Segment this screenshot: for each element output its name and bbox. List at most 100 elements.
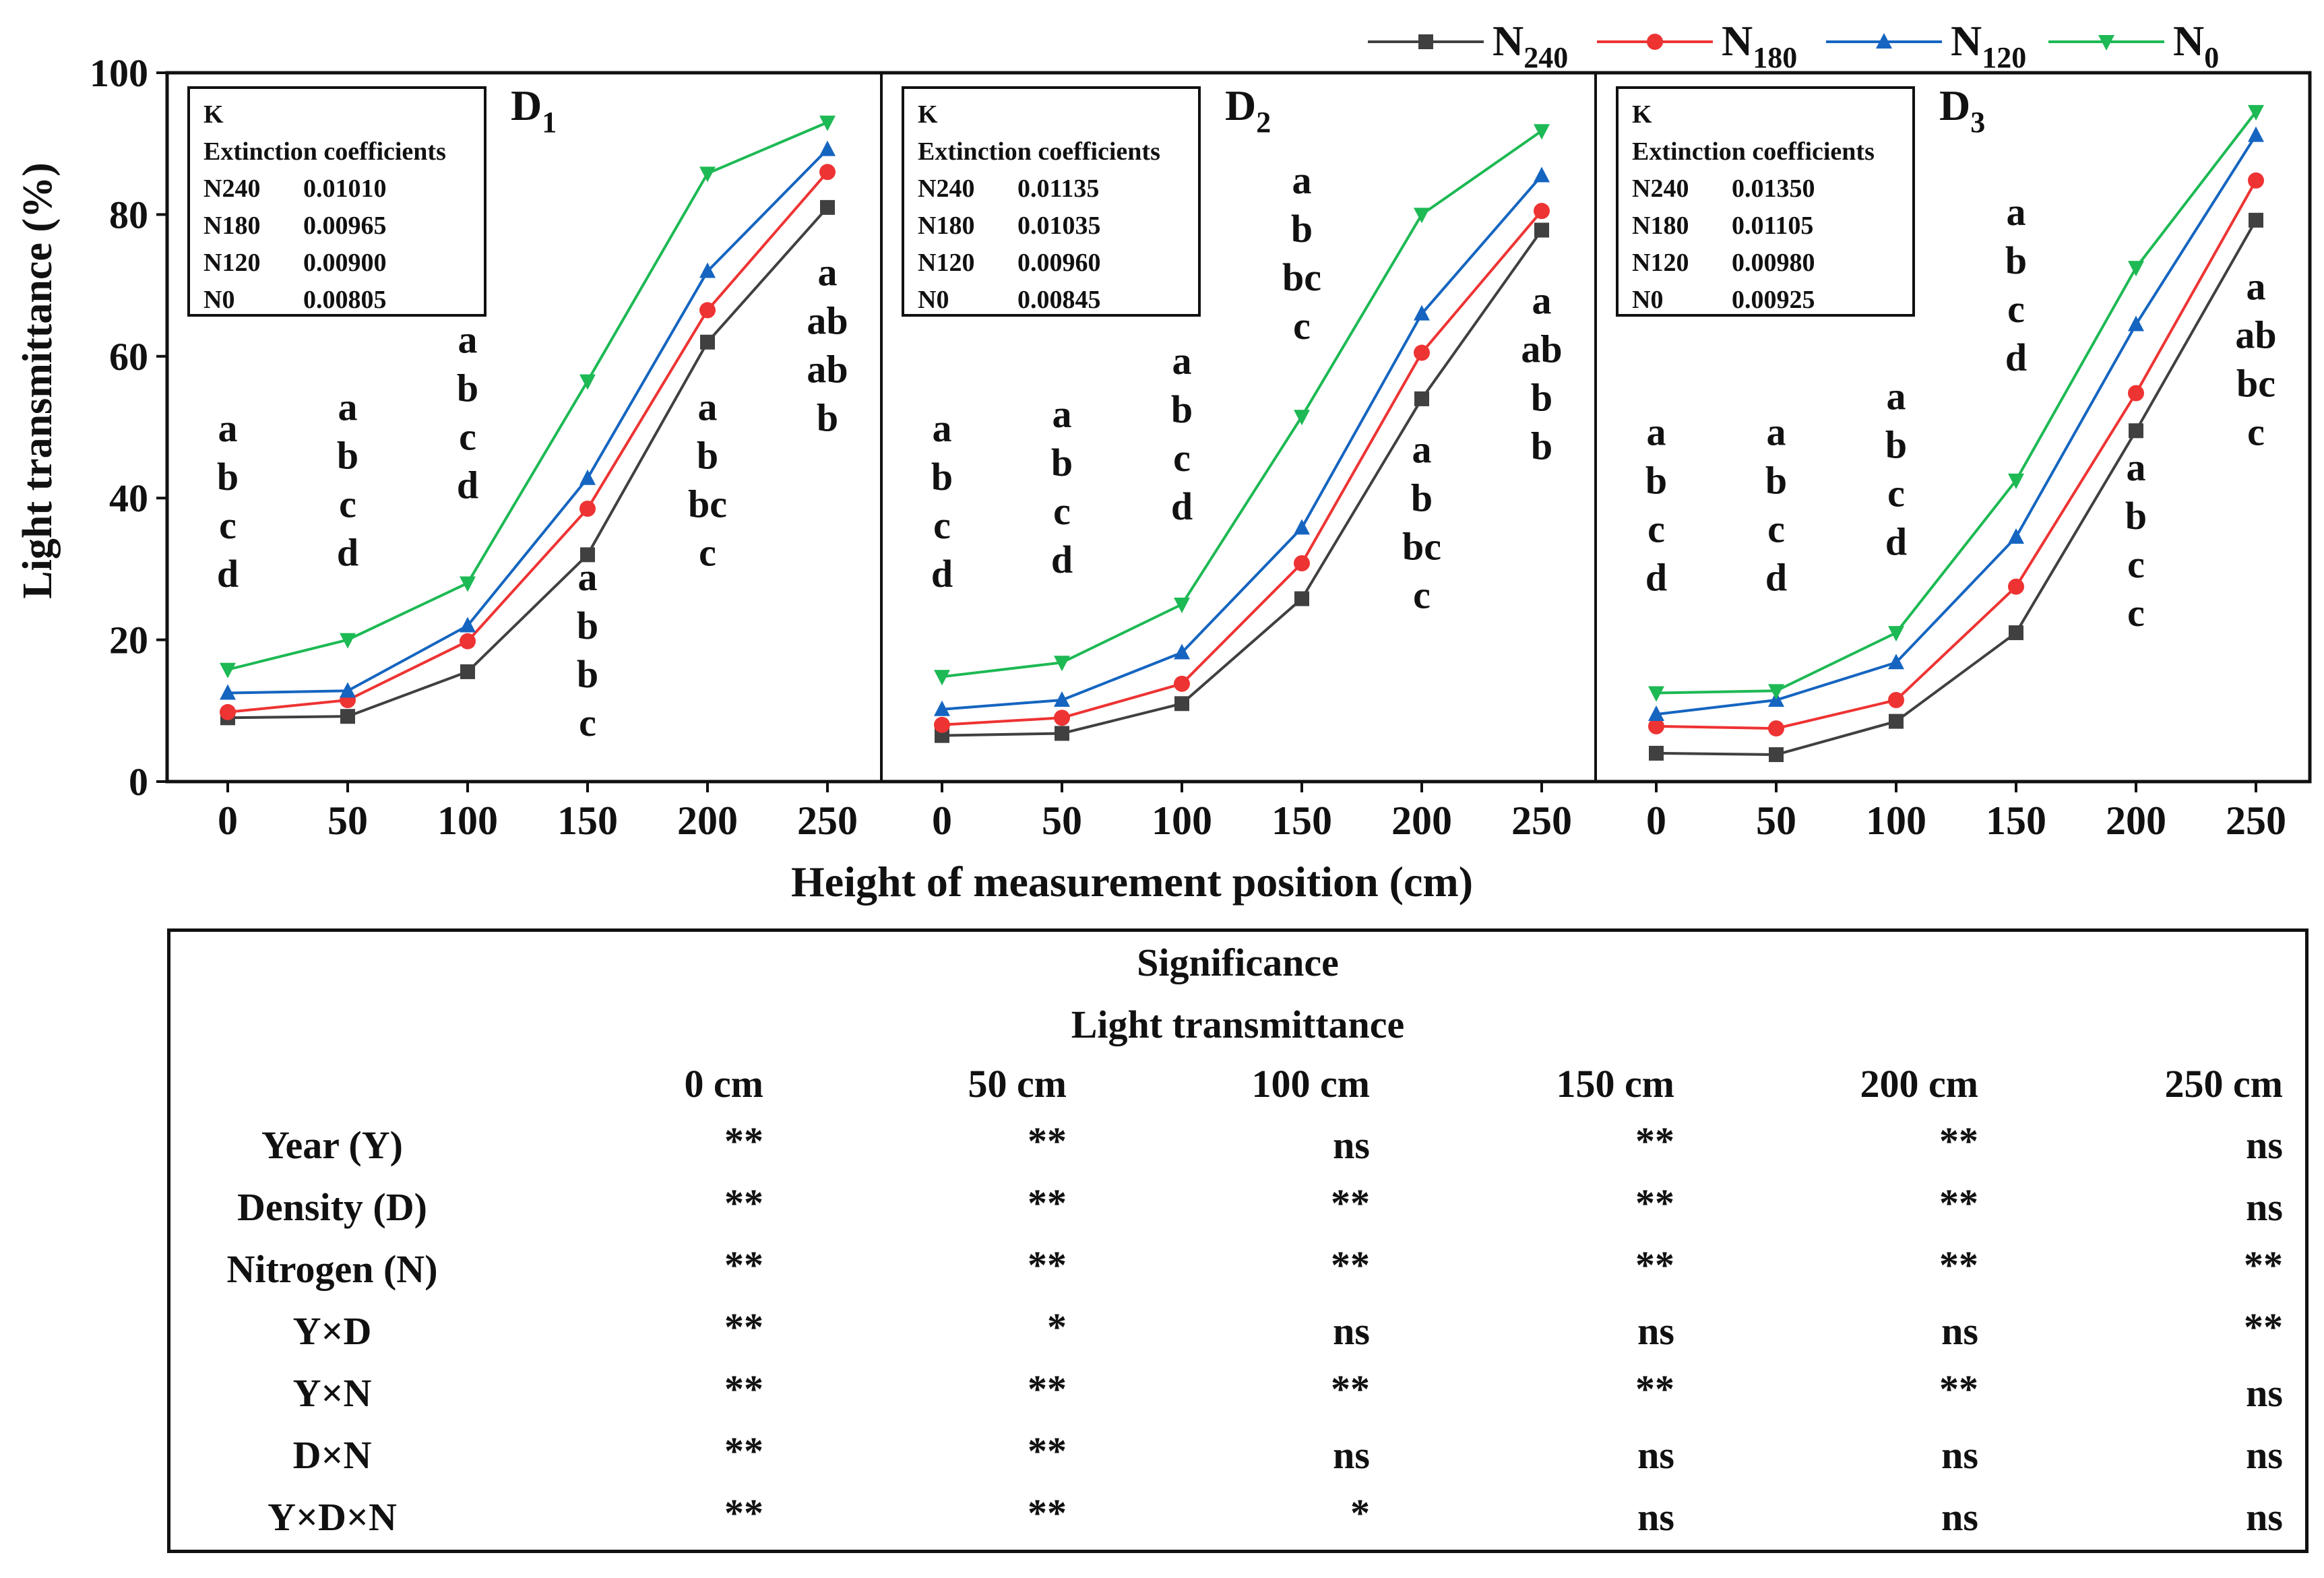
significance-column-header: 250 cm: [2164, 1062, 2283, 1106]
x-tick-label: 50: [1756, 798, 1796, 843]
letter-label: c: [339, 482, 356, 526]
letter-label: c: [933, 503, 951, 547]
coefficient-box-title: Extinction coefficients: [203, 137, 446, 166]
letter-label: c: [2247, 410, 2265, 454]
series-n240: [935, 222, 1549, 743]
data-point: [1054, 691, 1070, 707]
significance-value: **: [1635, 1119, 1674, 1163]
data-point: [699, 302, 716, 319]
letter-label: a: [2247, 265, 2266, 309]
letter-label: bc: [2236, 362, 2275, 406]
coefficient-value: 0.01135: [1017, 175, 1099, 203]
letter-label: c: [699, 530, 716, 574]
data-point: [2009, 625, 2023, 641]
y-tick-label: 40: [109, 476, 148, 520]
coefficient-value: 0.00845: [1017, 286, 1101, 314]
series-n240: [1649, 212, 2263, 763]
significance-value: ns: [1941, 1433, 1978, 1477]
significance-value: **: [1028, 1119, 1067, 1163]
coefficient-label: N180: [203, 212, 260, 240]
data-point: [340, 682, 356, 698]
significance-value: **: [2244, 1305, 2283, 1349]
data-point: [460, 576, 476, 592]
significance-value: **: [1028, 1367, 1067, 1411]
letter-label: bc: [1402, 525, 1441, 569]
x-tick-label: 250: [1511, 798, 1572, 843]
x-tick-label: 200: [677, 798, 738, 843]
significance-row-label: Nitrogen (N): [226, 1247, 438, 1291]
significance-value: ns: [2246, 1185, 2283, 1229]
significance-value: **: [1331, 1181, 1370, 1225]
data-point: [1888, 654, 1904, 670]
coefficient-box-header: K: [1632, 100, 1652, 129]
data-point: [460, 617, 476, 633]
letter-label: a: [1172, 339, 1192, 383]
data-point: [2128, 385, 2144, 402]
coefficient-label: N240: [1632, 175, 1689, 203]
coefficient-value: 0.00960: [1017, 249, 1101, 277]
data-point: [460, 664, 475, 679]
x-tick-label: 250: [797, 798, 858, 843]
letter-label: c: [1767, 507, 1785, 550]
data-point: [2128, 261, 2144, 277]
significance-value: ns: [2246, 1433, 2283, 1477]
letter-label: b: [2005, 239, 2027, 282]
data-point: [1174, 696, 1189, 712]
legend-label: N120: [1951, 17, 2026, 74]
data-point: [1648, 718, 1664, 734]
letter-label: b: [217, 455, 239, 499]
significance-value: **: [1635, 1243, 1674, 1287]
coefficient-value: 0.01105: [1732, 212, 1813, 240]
series-n0: [220, 115, 836, 678]
significance-value: **: [1939, 1367, 1978, 1411]
significance-value: ns: [1333, 1309, 1370, 1353]
letter-label: b: [577, 652, 598, 696]
letter-label: a: [2127, 445, 2146, 489]
letter-label: c: [2007, 287, 2025, 331]
significance-row-label: Y×N: [292, 1371, 372, 1415]
x-tick-label: 50: [1042, 798, 1082, 843]
letter-label: a: [1292, 158, 1312, 202]
letter-label: b: [337, 433, 358, 477]
legend: N240 N180 N120 N0: [1368, 17, 2219, 74]
x-tick-label: 100: [1866, 798, 1926, 843]
data-point: [1889, 714, 1904, 729]
data-point: [579, 500, 596, 517]
letter-label: a: [338, 385, 358, 429]
data-point: [579, 374, 596, 390]
y-axis: 0 20 40 60 80 100: [90, 51, 167, 804]
letter-label: c: [1413, 573, 1431, 617]
significance-row-label: Y×D×N: [268, 1495, 397, 1539]
letter-label: b: [1411, 476, 1433, 520]
coefficient-box-title: Extinction coefficients: [1632, 137, 1875, 166]
series-n120: [220, 140, 836, 700]
data-point: [1054, 656, 1070, 672]
series-n120: [1648, 126, 2264, 722]
panel-d2: K Extinction coefficients N240 0.01135 N180 0…: [902, 82, 1563, 743]
significance-value: ns: [1941, 1495, 1978, 1539]
letter-label: c: [579, 701, 596, 745]
panel-d3: K Extinction coefficients N240 0.01350 N180 0…: [1616, 82, 2277, 763]
legend-label: N0: [2173, 17, 2219, 74]
x-axis: 0 50 100 150 200 250 0 50 100 150 200 250 0 50 100 150 2…: [218, 782, 2286, 843]
legend-marker: [1647, 34, 1663, 50]
letter-label: d: [337, 530, 358, 574]
letter-label: c: [1647, 507, 1665, 550]
data-point: [1534, 222, 1549, 238]
data-point: [1534, 166, 1550, 183]
series-n0: [934, 124, 1550, 686]
significance-value: **: [724, 1429, 763, 1473]
coefficient-value: 0.01010: [303, 175, 387, 203]
significance-value: **: [1635, 1367, 1674, 1411]
letter-label: c: [1293, 304, 1311, 348]
letter-label: d: [457, 464, 478, 507]
letter-label: b: [2125, 494, 2147, 538]
coefficient-label: N120: [1632, 249, 1689, 277]
significance-value: ns: [1941, 1309, 1978, 1353]
legend-marker: [1876, 33, 1892, 49]
